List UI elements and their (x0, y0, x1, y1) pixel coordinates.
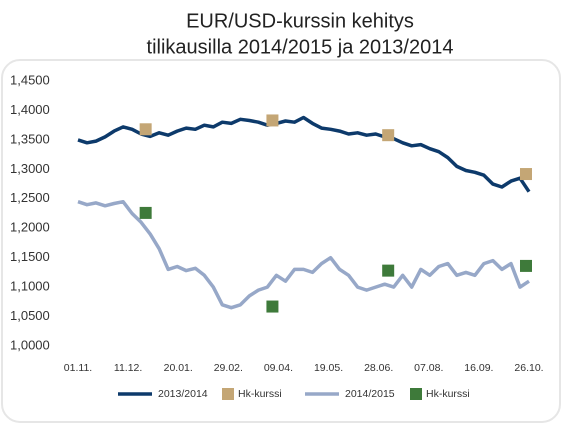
marker (382, 264, 395, 277)
series-line (77, 115, 531, 193)
x-tick-label: 01.11. (64, 362, 92, 374)
y-tick-label: 1,0000 (10, 337, 50, 352)
series-line (77, 199, 530, 310)
x-tick-label: 07.08. (414, 362, 443, 374)
x-tick-label: 19.05. (314, 362, 343, 374)
legend-label: 2013/2014 (158, 388, 208, 400)
marker (519, 259, 532, 272)
chart-title: EUR/USD-kurssin kehitys (186, 10, 414, 32)
card (1, 59, 561, 423)
x-tick-label: 20.01. (164, 362, 193, 374)
legend-swatch (222, 388, 234, 400)
y-tick-label: 1,4500 (10, 72, 50, 87)
x-tick-label: 26.10. (514, 362, 543, 374)
x-tick-label: 16.09. (464, 362, 493, 374)
marker (382, 129, 395, 142)
legend-label: 2014/2015 (345, 388, 395, 400)
x-tick-label: 09.04. (264, 362, 293, 374)
x-tick-label: 28.06. (364, 362, 393, 374)
x-tick-label: 29.02. (214, 362, 243, 374)
legend-swatch (410, 388, 422, 400)
chart-subtitle: tilikausilla 2014/2015 ja 2013/2014 (147, 36, 454, 58)
y-tick-label: 1,3000 (10, 161, 50, 176)
y-tick-label: 1,0500 (10, 308, 50, 323)
y-tick-label: 1,4000 (10, 102, 50, 117)
y-tick-label: 1,2000 (10, 220, 50, 235)
y-tick-label: 1,3500 (10, 131, 50, 146)
legend-label: Hk-kurssi (426, 388, 470, 400)
x-tick-label: 11.12. (114, 362, 142, 374)
legend-label: Hk-kurssi (238, 388, 282, 400)
y-tick-label: 1,2500 (10, 190, 50, 205)
y-tick-label: 1,1500 (10, 249, 50, 264)
marker (266, 114, 279, 127)
marker (266, 300, 279, 313)
marker (519, 168, 532, 181)
marker (139, 123, 152, 136)
y-tick-label: 1,1000 (10, 279, 50, 294)
marker (139, 206, 152, 219)
